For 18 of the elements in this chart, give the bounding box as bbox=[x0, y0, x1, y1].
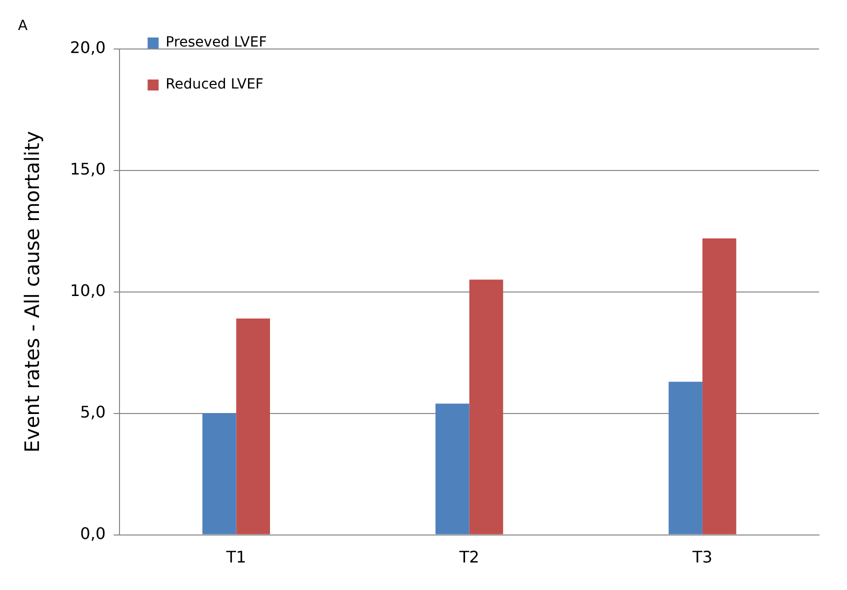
legend-label: Preseved LVEF bbox=[166, 34, 267, 51]
x-tick-label: T3 bbox=[691, 548, 712, 567]
bar bbox=[668, 382, 702, 534]
x-tick-label: T1 bbox=[225, 548, 246, 567]
y-tick-label: 0,0 bbox=[80, 524, 106, 543]
bar bbox=[236, 318, 270, 534]
bar bbox=[436, 404, 470, 534]
y-tick-label: 10,0 bbox=[70, 280, 106, 300]
y-tick-label: 5,0 bbox=[80, 402, 106, 422]
y-tick-label: 20,0 bbox=[70, 38, 106, 57]
legend-label: Reduced LVEF bbox=[166, 76, 264, 93]
bar bbox=[202, 413, 236, 534]
chart-title: A bbox=[18, 18, 28, 34]
y-axis-title: Event rates - All cause mortality bbox=[20, 130, 44, 453]
x-tick-label: T2 bbox=[458, 548, 480, 567]
bar bbox=[702, 238, 736, 534]
bar bbox=[469, 280, 504, 534]
y-tick-label: 15,0 bbox=[70, 159, 106, 178]
